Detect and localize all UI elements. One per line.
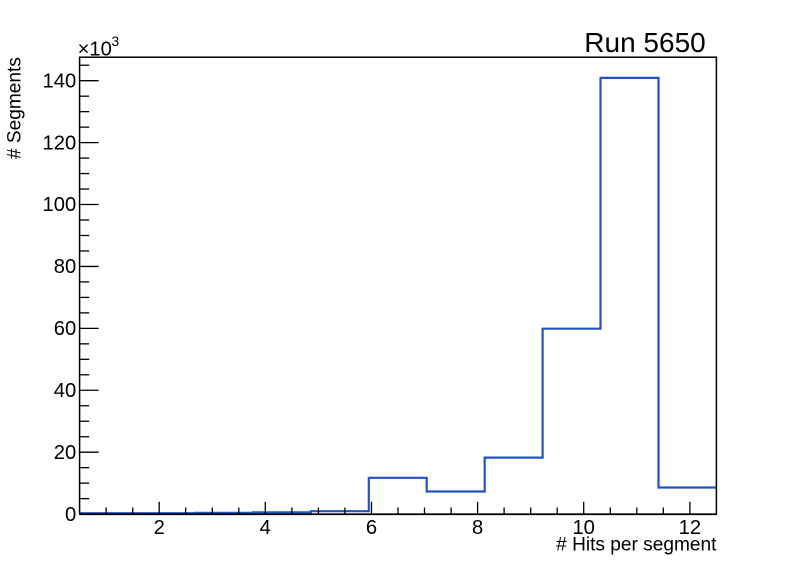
svg-text:80: 80	[54, 256, 76, 278]
svg-text:# Segments: # Segments	[4, 57, 25, 159]
svg-text:40: 40	[54, 380, 76, 402]
svg-text:8: 8	[472, 517, 483, 539]
svg-text:10: 10	[572, 517, 594, 539]
svg-text:×10: ×10	[78, 38, 112, 60]
svg-text:0: 0	[65, 504, 76, 526]
svg-text:4: 4	[260, 517, 271, 539]
svg-text:2: 2	[154, 517, 165, 539]
svg-text:Run 5650: Run 5650	[584, 27, 705, 58]
svg-text:100: 100	[43, 194, 77, 216]
svg-text:20: 20	[54, 442, 76, 464]
svg-text:60: 60	[54, 318, 76, 340]
svg-text:# Hits per segment: # Hits per segment	[556, 534, 717, 555]
svg-text:12: 12	[679, 517, 701, 539]
svg-text:6: 6	[366, 517, 377, 539]
svg-text:3: 3	[112, 34, 120, 49]
svg-text:140: 140	[43, 70, 77, 92]
svg-text:120: 120	[43, 132, 77, 154]
